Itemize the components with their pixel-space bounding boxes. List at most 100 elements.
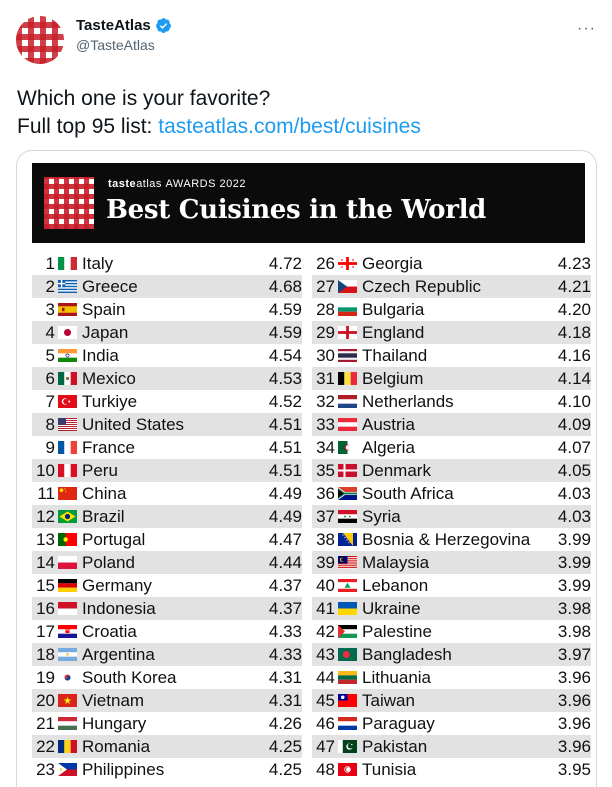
rank-number: 13	[36, 529, 55, 549]
rating-score: 4.05	[557, 460, 591, 480]
handle[interactable]: @TasteAtlas	[76, 37, 155, 53]
more-options-icon[interactable]: ···	[577, 20, 596, 37]
rating-score: 4.25	[268, 736, 302, 756]
ranking-row: 39 Malaysia 3.99	[312, 551, 591, 574]
spain-flag-icon	[58, 303, 77, 316]
rating-score: 4.09	[557, 414, 591, 434]
name-row: TasteAtlas	[76, 17, 172, 34]
tweet-text: Which one is your favorite? Full top 95 …	[17, 85, 421, 141]
bulgaria-flag-icon	[338, 303, 357, 316]
awards-banner: tasteatlas AWARDS 2022 Best Cuisines in …	[32, 163, 585, 243]
rank-number: 17	[36, 621, 55, 641]
ranking-row: 2 Greece 4.68	[32, 275, 302, 298]
country-name: France	[82, 437, 135, 457]
ranking-column-right: 26 Georgia 4.23 27 Czech Republic 4.21 28 Bulga…	[312, 252, 591, 781]
ranking-row: 32 Netherlands 4.10	[312, 390, 591, 413]
ranking-row: 14 Poland 4.44	[32, 551, 302, 574]
rank-number: 15	[36, 575, 55, 595]
country-name: Poland	[82, 552, 135, 572]
tweet-text-line2: Full top 95 list: tasteatlas.com/best/cu…	[17, 113, 421, 141]
rating-score: 4.03	[557, 483, 591, 503]
ranking-row: 27 Czech Republic 4.21	[312, 275, 591, 298]
rank-number: 20	[36, 690, 55, 710]
country-name: India	[82, 345, 119, 365]
ranking-row: 22 Romania 4.25	[32, 735, 302, 758]
country-name: Austria	[362, 414, 415, 434]
rating-score: 4.51	[268, 460, 302, 480]
rating-score: 4.33	[268, 621, 302, 641]
ukraine-flag-icon	[338, 602, 357, 615]
vietnam-flag-icon	[58, 694, 77, 707]
rating-score: 4.14	[557, 368, 591, 388]
author-block: TasteAtlas @TasteAtlas	[76, 17, 172, 53]
rating-score: 4.31	[268, 667, 302, 687]
country-name: Netherlands	[362, 391, 454, 411]
rank-number: 8	[45, 414, 55, 434]
rating-score: 4.37	[268, 598, 302, 618]
china-flag-icon	[58, 487, 77, 500]
south-africa-flag-icon	[338, 487, 357, 500]
rating-score: 3.96	[557, 690, 591, 710]
country-name: Germany	[82, 575, 152, 595]
country-name: Malaysia	[362, 552, 430, 572]
rating-score: 4.33	[268, 644, 302, 664]
country-name: Thailand	[362, 345, 428, 365]
display-name[interactable]: TasteAtlas	[76, 17, 151, 34]
rating-score: 4.03	[557, 506, 591, 526]
country-name: England	[362, 322, 425, 342]
avatar[interactable]	[16, 16, 64, 64]
paraguay-flag-icon	[338, 717, 357, 730]
rank-number: 30	[316, 345, 335, 365]
ranking-row: 48 Tunisia 3.95	[312, 758, 591, 781]
rank-number: 34	[316, 437, 335, 457]
italy-flag-icon	[58, 257, 77, 270]
taiwan-flag-icon	[338, 694, 357, 707]
country-name: Lithuania	[362, 667, 432, 687]
rank-number: 3	[45, 299, 55, 319]
rating-score: 3.96	[557, 667, 591, 687]
ranking-row: 29 England 4.18	[312, 321, 591, 344]
philippines-flag-icon	[58, 763, 77, 776]
rating-score: 4.25	[268, 759, 302, 779]
rank-number: 36	[316, 483, 335, 503]
ranking-row: 10 Peru 4.51	[32, 459, 302, 482]
verified-badge-icon	[155, 18, 171, 33]
rank-number: 27	[316, 276, 335, 296]
rating-score: 4.53	[268, 368, 302, 388]
ranking-row: 1 Italy 4.72	[32, 252, 302, 275]
lebanon-flag-icon	[338, 579, 357, 592]
country-name: Portugal	[82, 529, 146, 549]
rating-score: 3.99	[557, 552, 591, 572]
france-flag-icon	[58, 441, 77, 454]
tweet-image[interactable]: tasteatlas AWARDS 2022 Best Cuisines in …	[16, 150, 597, 787]
rating-score: 4.54	[268, 345, 302, 365]
ranking-row: 42 Palestine 3.98	[312, 620, 591, 643]
rank-number: 47	[316, 736, 335, 756]
ranking-row: 16 Indonesia 4.37	[32, 597, 302, 620]
ranking-row: 7 Turkiye 4.52	[32, 390, 302, 413]
georgia-flag-icon	[338, 257, 357, 270]
ranking-row: 34 Algeria 4.07	[312, 436, 591, 459]
country-name: Bangladesh	[362, 644, 452, 664]
rank-number: 12	[36, 506, 55, 526]
rating-score: 4.37	[268, 575, 302, 595]
country-name: Greece	[82, 276, 138, 296]
romania-flag-icon	[58, 740, 77, 753]
rank-number: 18	[36, 644, 55, 664]
country-name: Bosnia & Herzegovina	[362, 529, 531, 549]
bosnia-flag-icon	[338, 533, 357, 546]
banner-brand: tasteatlas AWARDS 2022	[108, 178, 246, 190]
rating-score: 4.51	[268, 437, 302, 457]
rank-number: 19	[36, 667, 55, 687]
rating-score: 4.21	[557, 276, 591, 296]
ranking-row: 37 Syria 4.03	[312, 505, 591, 528]
rating-score: 3.97	[557, 644, 591, 664]
rating-score: 4.07	[557, 437, 591, 457]
rank-number: 32	[316, 391, 335, 411]
cuisines-link[interactable]: tasteatlas.com/best/cuisines	[158, 115, 421, 138]
ranking-row: 40 Lebanon 3.99	[312, 574, 591, 597]
country-name: Denmark	[362, 460, 431, 480]
belgium-flag-icon	[338, 372, 357, 385]
czech-republic-flag-icon	[338, 280, 357, 293]
mexico-flag-icon	[58, 372, 77, 385]
